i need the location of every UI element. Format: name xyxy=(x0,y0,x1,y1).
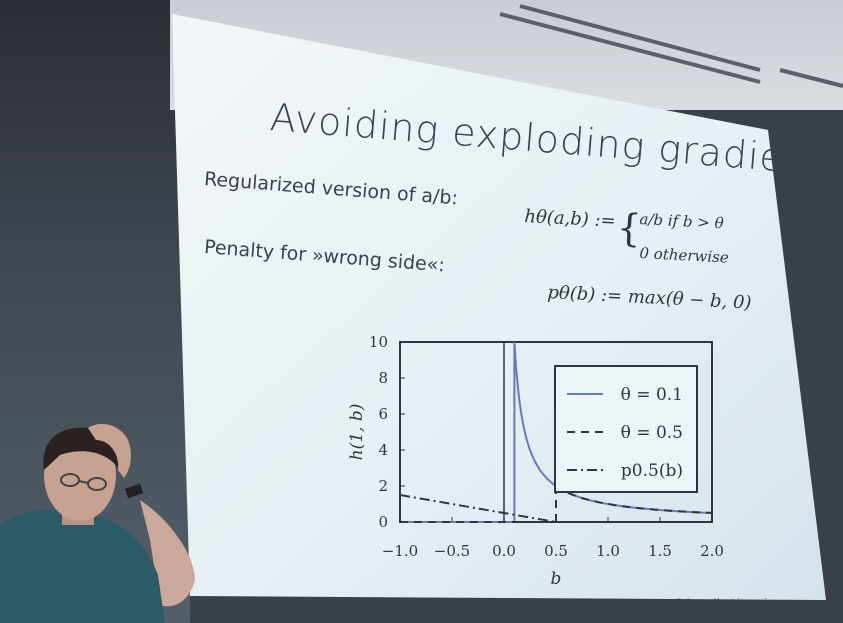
y-axis-label: h(1, b) xyxy=(347,404,367,461)
series-penalty xyxy=(399,494,712,523)
y-tick-label: 2 xyxy=(378,477,388,495)
x-tick-label: 2.0 xyxy=(700,542,724,560)
x-tick-label: −0.5 xyxy=(434,542,470,560)
plot-area: −1.0 −0.5 0.0 0.5 1.0 1.5 2.0 0 2 4 6 8 10 b h(1, b) θ … xyxy=(347,333,724,589)
x-tick-label: 0.0 xyxy=(492,542,516,560)
x-tick-label: 0.5 xyxy=(544,542,568,560)
y-tick-label: 10 xyxy=(369,333,388,351)
legend-label: θ = 0.1 xyxy=(621,385,683,405)
formula-brace: { xyxy=(615,205,643,251)
ceiling-vent xyxy=(499,4,843,88)
legend-label: θ = 0.5 xyxy=(621,423,683,443)
series-theta-0.5 xyxy=(555,485,713,514)
x-axis-label: b xyxy=(551,569,562,589)
x-tick-label: 1.0 xyxy=(596,542,620,560)
citation: Sahoo, Martius, in prep. xyxy=(676,598,807,608)
x-tick-label: 1.5 xyxy=(648,542,672,560)
legend-box xyxy=(554,365,698,493)
y-tick-label: 6 xyxy=(378,405,388,423)
legend-label: p0.5(b) xyxy=(621,461,683,481)
x-tick-label: −1.0 xyxy=(382,542,418,560)
y-tick-label: 0 xyxy=(378,513,388,531)
y-tick-label: 4 xyxy=(378,441,388,459)
y-tick-label: 8 xyxy=(378,369,388,387)
